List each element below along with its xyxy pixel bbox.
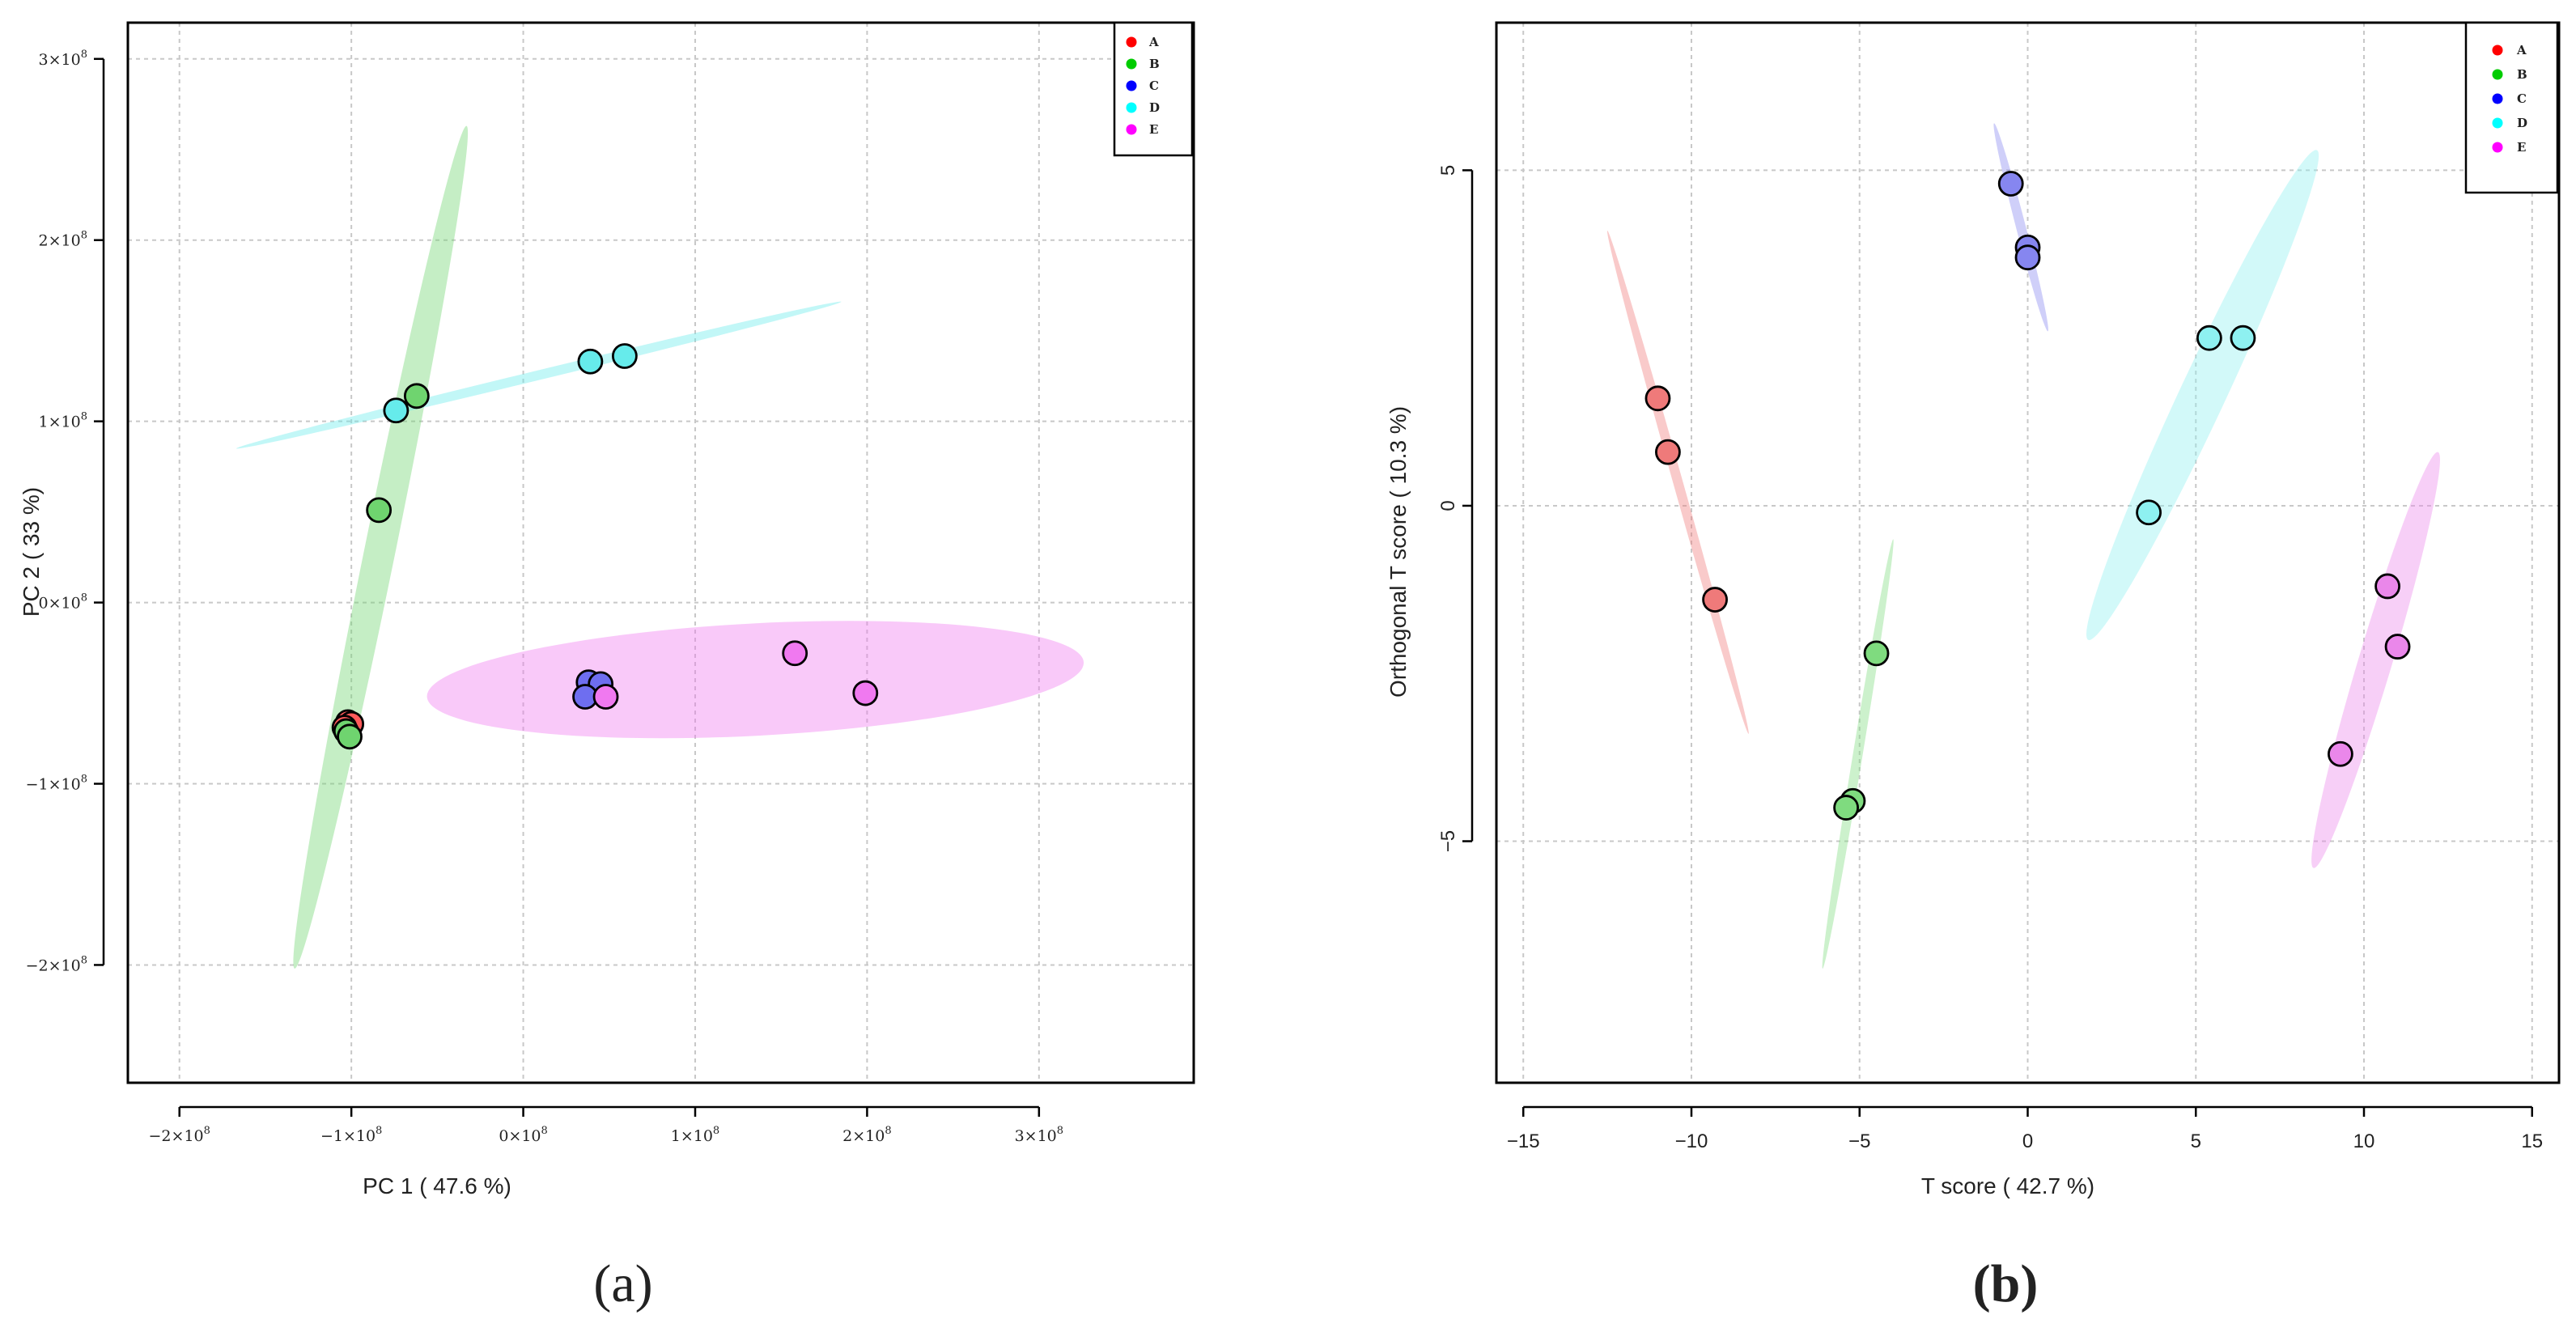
b-legend-label-b: B [2517,67,2527,82]
panel-a-label: (a) [593,1254,652,1313]
a-point-d [577,348,604,375]
panel-b-label: (b) [1973,1254,2039,1313]
panel-b-opls-plot: −15 −10 −5 0 5 10 15 −5 0 5 T score ( 42.7 %) Ort… [1386,21,2561,1313]
a-x-tick-label: 0×108 [499,1125,547,1145]
panel-b-points [1644,171,2411,821]
b-point-e [2374,573,2400,600]
b-y-tick-label: 5 [1437,165,1459,176]
a-legend-label-a: A [1148,35,1159,49]
a-legend-dot-d [1126,102,1137,113]
a-y-tick-label: −2×108 [26,954,87,974]
b-legend-label-e: E [2517,140,2526,155]
b-x-tick-label: 0 [2022,1131,2033,1152]
a-point-e [782,640,808,667]
b-y-tick-label: 0 [1437,500,1459,511]
a-x-tick-label: 2×108 [842,1125,891,1145]
b-point-b [1833,795,1860,821]
a-point-b [337,723,363,750]
panel-b-axes [1462,21,2561,1117]
b-point-a [1655,439,1681,465]
b-point-a [1644,385,1671,412]
a-y-tick-label: −1×108 [26,774,87,794]
panel-a-points [331,343,879,750]
b-legend-dot-e [2492,142,2503,153]
panel-b-tick-labels: −15 −10 −5 0 5 10 15 −5 0 5 [1437,165,2543,1152]
a-legend-dot-b [1126,58,1137,70]
b-legend-dot-a [2492,45,2503,56]
a-point-e [592,684,619,710]
b-legend-dot-d [2492,117,2503,129]
a-y-tick-label: 0×108 [39,592,87,613]
a-point-d [383,397,410,424]
a-x-tick-label: 1×108 [671,1125,719,1145]
b-x-tick-label: −10 [1675,1131,1708,1152]
panel-a-axes [94,21,1195,1117]
a-y-tick-label: 1×108 [39,411,87,431]
a-y-tick-label: 2×108 [39,230,87,250]
b-y-tick-label: −5 [1437,830,1459,852]
a-point-e [852,680,879,706]
b-legend-label-d: D [2517,116,2527,130]
a-point-d [611,343,638,369]
b-point-d [2136,499,2162,526]
b-legend-box [2464,21,2559,194]
a-legend-label-d: D [1149,100,1160,115]
b-x-tick-label: 10 [2353,1131,2375,1152]
b-point-c [2014,244,2041,271]
b-x-tick-label: −15 [1507,1131,1540,1152]
panel-b-y-axis-label: Orthogonal T score ( 10.3 %) [1386,406,1411,698]
a-ellipse-b [293,125,469,969]
a-legend-label-c: C [1149,78,1159,93]
a-plot-frame [126,21,1195,1084]
panel-a-grid [128,23,1194,1083]
a-ellipse-e [427,621,1084,739]
a-legend-dot-a [1126,36,1137,48]
a-point-b [366,497,393,524]
a-x-tick-label: −1×108 [320,1125,382,1145]
panel-a-x-axis-label: PC 1 ( 47.6 %) [363,1173,511,1198]
b-point-a [1702,587,1728,613]
b-point-e [2328,740,2353,767]
a-x-tick-label: 3×108 [1015,1125,1063,1145]
b-point-e [2384,634,2411,660]
panel-a-pca-plot: −2×108 −1×108 0×108 1×108 2×108 3×108 −2×108 −1… [19,21,1195,1313]
b-x-tick-label: 15 [2521,1131,2543,1152]
b-legend-label-a: A [2516,43,2527,57]
panel-a-y-axis-label: PC 2 ( 33 %) [19,487,44,617]
panel-b-grid [1496,23,2559,1083]
a-legend-dot-c [1126,80,1137,91]
b-x-tick-label: 5 [2191,1131,2201,1152]
panel-a-tick-labels: −2×108 −1×108 0×108 1×108 2×108 3×108 −2×108 −1… [26,49,1063,1145]
b-point-d [2196,325,2222,351]
a-y-tick-label: 3×108 [39,49,87,69]
b-legend-dot-b [2492,69,2503,80]
a-legend-label-e: E [1149,122,1158,137]
a-point-b [403,383,430,409]
a-legend-dot-e [1126,124,1137,135]
a-legend-label-b: B [1149,57,1160,71]
panel-b-x-axis-label: T score ( 42.7 %) [1921,1173,2094,1198]
b-plot-frame [1495,21,2561,1084]
b-point-d [2230,325,2256,351]
b-point-b [1863,640,1890,667]
a-x-tick-label: −2×108 [149,1125,210,1145]
b-legend-dot-c [2492,93,2503,104]
b-point-c [1997,171,2024,197]
b-x-tick-label: −5 [1848,1131,1870,1152]
b-legend-label-c: C [2517,91,2527,106]
